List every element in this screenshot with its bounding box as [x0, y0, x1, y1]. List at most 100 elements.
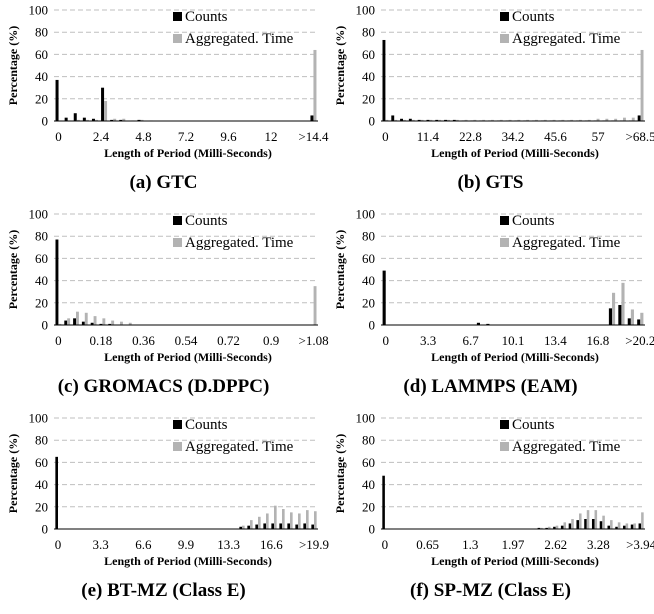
chart-gromacs: 0 20 40 60 80 100 Percentage (%) 0 0.18 0.36 0.54 0…: [6, 207, 329, 365]
y-tick-label: 100: [29, 207, 49, 222]
bar-aggregated-time: [242, 525, 245, 529]
bar-counts: [435, 119, 439, 121]
bar-aggregated-time: [563, 522, 567, 529]
x-tick-label: 34.2: [502, 129, 525, 144]
bar-counts: [591, 519, 595, 529]
x-tick-label: 0.54: [175, 333, 198, 348]
bar-aggregated-time: [491, 119, 494, 121]
x-tick-label: >20.2: [625, 333, 654, 348]
bar-counts: [545, 527, 548, 529]
bar-aggregated-time: [290, 512, 293, 529]
bar-counts: [263, 523, 266, 529]
y-tick-label: 80: [35, 229, 48, 244]
x-tick-label: 45.6: [544, 129, 567, 144]
legend-swatch-counts: [500, 216, 509, 225]
y-tick-label: 100: [356, 207, 376, 222]
x-tick-label: 2.4: [93, 129, 110, 144]
x-tick-label: >1.08: [299, 333, 329, 348]
bar-aggregated-time: [250, 520, 253, 529]
bar-aggregated-time: [473, 119, 477, 121]
bar-aggregated-time: [517, 119, 521, 121]
bar-counts: [426, 119, 430, 121]
bar-counts: [599, 521, 603, 529]
x-tick-label: >14.4: [298, 129, 329, 144]
y-tick-label: 60: [362, 47, 375, 62]
y-axis-label: Percentage (%): [333, 230, 347, 309]
bar-aggregated-time: [596, 118, 600, 121]
x-axis-label: Length of Period (Milli-Seconds): [431, 350, 599, 364]
bar-counts: [623, 525, 626, 529]
x-tick-label: 16.6: [260, 537, 283, 552]
legend-swatch-counts: [173, 12, 182, 21]
bar-counts: [400, 118, 403, 121]
bar-aggregated-time: [610, 520, 613, 529]
y-tick-label: 40: [35, 477, 48, 492]
caption-gts: (b) GTS: [457, 172, 524, 193]
bar-counts: [64, 117, 68, 121]
bar-counts: [618, 305, 622, 325]
bar-counts: [239, 526, 242, 529]
legend-swatch-aggregated-time: [500, 34, 509, 43]
bar-aggregated-time: [621, 282, 625, 325]
x-tick-label: 3.28: [587, 537, 610, 552]
bar-counts: [91, 118, 95, 121]
y-tick-label: 60: [35, 47, 48, 62]
x-tick-label: 0: [382, 537, 389, 552]
bar-aggregated-time: [526, 119, 530, 121]
x-tick-label: 2.62: [544, 537, 567, 552]
bar-aggregated-time: [93, 316, 97, 325]
bar-counts: [553, 526, 556, 529]
bar-aggregated-time: [394, 119, 398, 121]
legend-label-aggregated-time: Aggregated. Time: [185, 235, 294, 251]
bar-counts: [55, 239, 59, 325]
caption-bt-mz: (e) BT-MZ (Class E): [81, 580, 246, 601]
bar-counts: [391, 115, 395, 121]
bar-counts: [584, 519, 587, 529]
chart-lammps: 0 20 40 60 80 100 Percentage (%) 0 3.3 6.7 10.1 13.…: [333, 207, 654, 365]
bar-counts: [637, 319, 641, 325]
x-tick-label: 0.18: [90, 333, 113, 348]
legend-label-aggregated-time: Aggregated. Time: [512, 439, 621, 455]
y-tick-label: 0: [369, 318, 376, 333]
legend-swatch-counts: [500, 420, 509, 429]
legend-swatch-counts: [173, 216, 182, 225]
legend-swatch-aggregated-time: [500, 238, 509, 247]
bar-aggregated-time: [403, 119, 406, 121]
bar-counts: [568, 523, 572, 529]
y-tick-label: 80: [362, 433, 375, 448]
bar-counts: [537, 527, 541, 529]
bar-counts: [311, 524, 314, 529]
x-tick-label: 6.7: [462, 333, 479, 348]
bar-aggregated-time: [84, 312, 88, 325]
x-tick-label: 9.6: [220, 129, 237, 144]
y-tick-label: 40: [362, 273, 375, 288]
y-tick-label: 20: [362, 295, 375, 310]
bar-counts: [137, 119, 141, 121]
bar-aggregated-time: [298, 513, 301, 529]
bar-counts: [110, 119, 114, 121]
bar-counts: [73, 113, 77, 121]
bar-aggregated-time: [420, 119, 424, 121]
bar-aggregated-time: [94, 119, 98, 121]
bar-aggregated-time: [67, 318, 71, 325]
y-tick-label: 60: [362, 251, 375, 266]
bar-aggregated-time: [274, 505, 277, 529]
y-axis-label: Percentage (%): [333, 26, 347, 105]
bar-aggregated-time: [58, 323, 62, 325]
bar-aggregated-time: [111, 320, 115, 325]
bar-counts: [247, 525, 250, 529]
bar-counts: [90, 322, 94, 325]
y-tick-label: 100: [29, 411, 49, 426]
bar-aggregated-time: [258, 516, 261, 529]
bar-aggregated-time: [313, 286, 317, 325]
bar-aggregated-time: [614, 118, 618, 121]
x-tick-label: 1.3: [462, 537, 478, 552]
bar-aggregated-time: [641, 512, 644, 529]
bar-counts: [101, 87, 105, 121]
bar-aggregated-time: [464, 119, 468, 121]
y-tick-label: 80: [362, 229, 375, 244]
x-tick-label: 11.4: [417, 129, 440, 144]
bar-aggregated-time: [631, 117, 635, 121]
bar-counts: [382, 475, 385, 529]
